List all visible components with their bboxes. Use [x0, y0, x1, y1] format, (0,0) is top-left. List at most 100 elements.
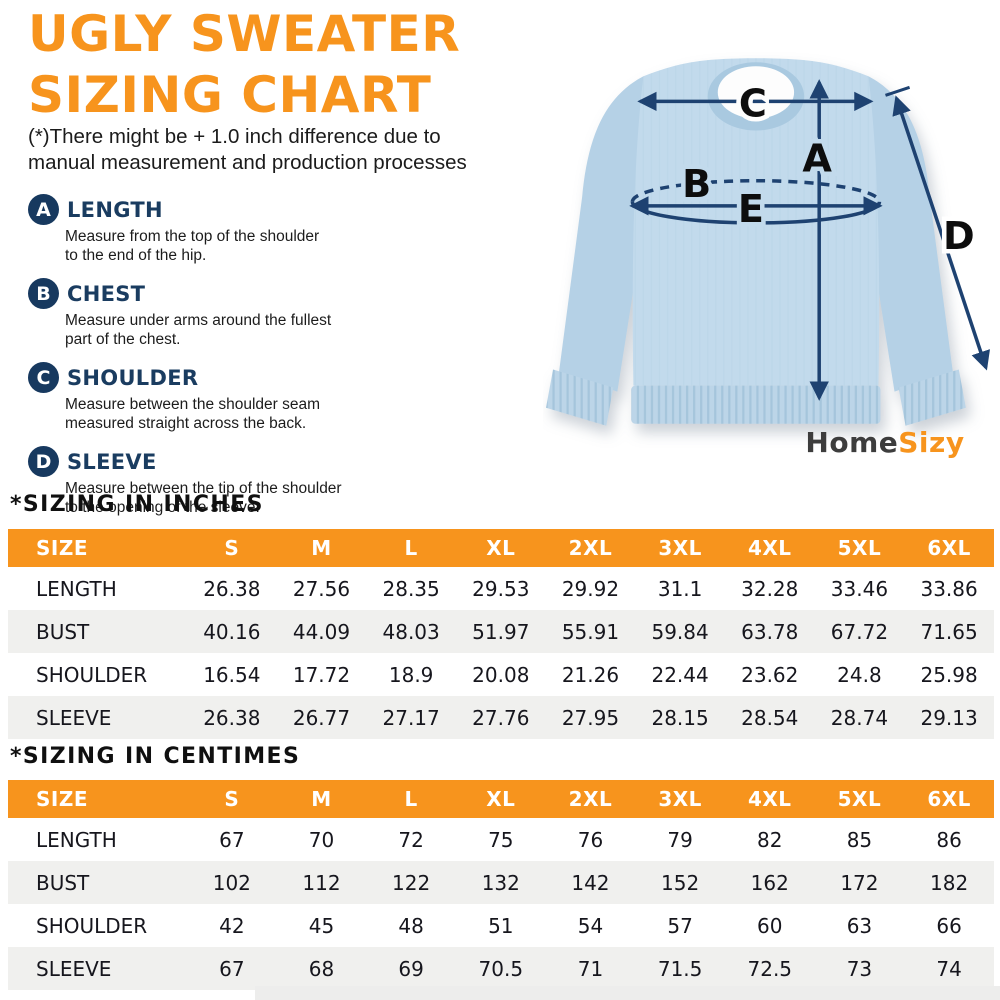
sweater-left-cuff [546, 369, 614, 426]
table-row-shoulder: SHOULDER 16.54 17.72 18.9 20.08 21.26 22.44 23.… [8, 653, 994, 696]
table-row-length: LENGTH 26.38 27.56 28.35 29.53 29.92 31.1 32.28… [8, 567, 994, 610]
size-value-cell: 59.84 [651, 619, 709, 644]
letter-badge-d: D [28, 446, 59, 477]
size-value-cell: 29.53 [472, 576, 530, 601]
size-value-cell: 152 [661, 870, 700, 895]
size-value-cell: 27.17 [382, 705, 440, 730]
measurement-row-label: SLEEVE [36, 956, 112, 981]
size-header-4xl: 4XL [724, 780, 815, 818]
size-value-cell: 21.26 [561, 662, 620, 687]
size-header-s: S [187, 529, 277, 567]
sweater-left-sleeve [559, 76, 644, 392]
sizing-table-centimeters: SIZE S M L XL 2XL 3XL 4XL 5XL 6XL LENGTH 67 70 72 75 76… [8, 780, 994, 990]
label-c-shoulder: C [739, 81, 767, 125]
table-row-length: LENGTH 67 70 72 75 76 79 82 85 86 [8, 818, 994, 861]
label-e-width: E [738, 187, 764, 231]
size-value-cell: 16.54 [203, 662, 261, 687]
letter-badge-a: A [28, 194, 59, 225]
size-header-6xl: 6XL [904, 780, 994, 818]
bottom-stripe-decoration [255, 986, 1000, 1000]
brand-logo: HomeSizy [770, 426, 1000, 459]
size-value-cell: 32.28 [741, 576, 799, 601]
size-value-cell: 71.5 [657, 956, 703, 981]
size-value-cell: 57 [667, 913, 693, 938]
table-row-bust: BUST 102 112 122 132 142 152 162 172 182 [8, 861, 994, 904]
table-row-sleeve: SLEEVE 67 68 69 70.5 71 71.5 72.5 73 74 [8, 947, 994, 990]
sweater-waistband [631, 385, 881, 424]
label-d-sleeve: D [943, 214, 975, 258]
page-title-line2: SIZING CHART [28, 66, 432, 124]
size-value-cell: 29.92 [561, 576, 620, 601]
table-header-row: SIZE S M L XL 2XL 3XL 4XL 5XL 6XL [8, 780, 994, 818]
measurement-row-label: SHOULDER [36, 913, 148, 938]
guide-label-sleeve: SLEEVE [67, 449, 157, 474]
size-value-cell: 63.78 [741, 619, 799, 644]
size-value-cell: 44.09 [292, 619, 351, 644]
size-value-cell: 70.5 [478, 956, 524, 981]
letter-badge-b: B [28, 278, 59, 309]
size-value-cell: 45 [308, 913, 335, 938]
size-value-cell: 26.38 [203, 705, 261, 730]
guide-label-length: LENGTH [67, 197, 163, 222]
size-header-6xl: 6XL [904, 529, 994, 567]
measurement-arrows [629, 79, 990, 401]
size-value-cell: 85 [846, 827, 873, 852]
guide-desc-shoulder: Measure between the shoulder seam measur… [65, 396, 321, 432]
size-value-cell: 67 [219, 827, 245, 852]
size-value-cell: 28.15 [651, 705, 709, 730]
size-value-cell: 69 [398, 956, 424, 981]
size-value-cell: 72 [398, 827, 424, 852]
size-header-3xl: 3XL [635, 780, 725, 818]
brand-logo-sizy: Sizy [898, 426, 965, 459]
measurement-row-label: LENGTH [36, 827, 117, 852]
size-value-cell: 67 [219, 956, 245, 981]
size-value-cell: 54 [577, 913, 604, 938]
guide-item-shoulder: C SHOULDER Measure between the shoulder … [28, 362, 528, 433]
size-header-2xl: 2XL [545, 529, 636, 567]
size-value-cell: 33.86 [920, 576, 978, 601]
size-value-cell: 60 [757, 913, 783, 938]
size-value-cell: 51.97 [472, 619, 530, 644]
size-value-cell: 75 [488, 827, 514, 852]
label-b-chest: B [682, 162, 711, 206]
size-value-cell: 162 [750, 870, 789, 895]
size-header-2xl: 2XL [545, 780, 636, 818]
page-title-line1: UGLY SWEATER [28, 5, 461, 63]
letter-badge-c: C [28, 362, 59, 393]
size-value-cell: 25.98 [920, 662, 978, 687]
brand-logo-home: Home [805, 426, 899, 459]
sweater-right-cuff [898, 369, 966, 426]
disclaimer-text: (*)There might be + 1.0 inch difference … [28, 124, 467, 176]
measurement-guide: A LENGTH Measure from the top of the sho… [28, 194, 528, 530]
size-header-3xl: 3XL [635, 529, 725, 567]
size-value-cell: 22.44 [651, 662, 709, 687]
size-value-cell: 27.76 [472, 705, 530, 730]
size-header-s: S [187, 780, 277, 818]
size-value-cell: 102 [212, 870, 251, 895]
size-value-cell: 142 [571, 870, 610, 895]
size-value-cell: 28.74 [830, 705, 889, 730]
size-header-m: M [276, 529, 367, 567]
size-value-cell: 20.08 [472, 662, 530, 687]
size-value-cell: 74 [936, 956, 962, 981]
size-header-l: L [366, 529, 456, 567]
size-value-cell: 122 [392, 870, 431, 895]
guide-label-shoulder: SHOULDER [67, 365, 199, 390]
guide-item-chest: B CHEST Measure under arms around the fu… [28, 278, 528, 349]
size-value-cell: 70 [308, 827, 335, 852]
size-value-cell: 29.13 [920, 705, 978, 730]
size-value-cell: 18.9 [388, 662, 434, 687]
size-value-cell: 51 [488, 913, 514, 938]
size-value-cell: 132 [481, 870, 520, 895]
sleeve-arrow [892, 95, 990, 371]
size-value-cell: 79 [667, 827, 693, 852]
size-value-cell: 33.46 [830, 576, 889, 601]
size-value-cell: 86 [936, 827, 962, 852]
size-value-cell: 73 [846, 956, 873, 981]
sweater-diagram: C A B E D [546, 58, 990, 426]
chest-ellipse-dashed [630, 178, 882, 203]
size-value-cell: 24.8 [837, 662, 882, 687]
size-header-m: M [276, 780, 367, 818]
size-value-cell: 76 [577, 827, 604, 852]
disclaimer-line2: manual measurement and production proces… [28, 151, 467, 174]
